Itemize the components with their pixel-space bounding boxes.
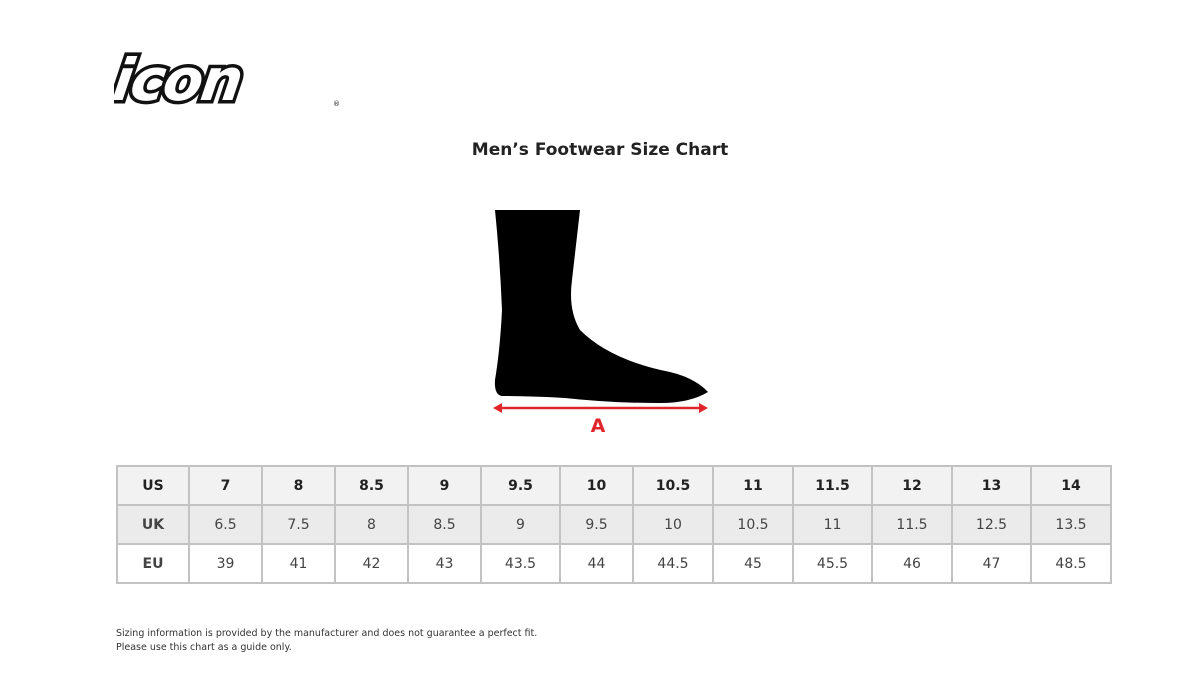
- table-cell: 6.5: [188, 504, 263, 545]
- table-cell: 7.5: [261, 504, 336, 545]
- table-cell: 11: [712, 465, 794, 506]
- table-cell: 45.5: [792, 543, 873, 584]
- table-cell: 45: [712, 543, 794, 584]
- table-cell: 7: [188, 465, 263, 506]
- table-cell: 9.5: [559, 504, 634, 545]
- table-row: US 7 8 8.5 9 9.5 10 10.5 11 11.5 12 13 14: [116, 465, 1112, 506]
- table-cell: 43.5: [480, 543, 561, 584]
- table-cell: 41: [261, 543, 336, 584]
- table-cell: 46: [871, 543, 953, 584]
- table-cell: 10: [559, 465, 634, 506]
- table-cell: 48.5: [1030, 543, 1112, 584]
- table-cell: 10: [632, 504, 714, 545]
- table-cell: 44: [559, 543, 634, 584]
- svg-text:icon: icon: [114, 48, 246, 112]
- row-header: US: [116, 465, 190, 506]
- table-cell: 9: [407, 465, 482, 506]
- table-cell: 9.5: [480, 465, 561, 506]
- table-cell: 13.5: [1030, 504, 1112, 545]
- table-cell: 11: [792, 504, 873, 545]
- disclaimer-line: Please use this chart as a guide only.: [116, 642, 292, 653]
- icon-logo: icon ®: [114, 48, 340, 112]
- boot-silhouette: [494, 210, 708, 403]
- table-cell: 8: [261, 465, 336, 506]
- boot-diagram: A: [493, 210, 708, 437]
- table-cell: 8.5: [334, 465, 409, 506]
- disclaimer: Sizing information is provided by the ma…: [116, 627, 537, 655]
- table-cell: 10.5: [632, 465, 714, 506]
- row-header: EU: [116, 543, 190, 584]
- table-cell: 13: [951, 465, 1032, 506]
- table-cell: 42: [334, 543, 409, 584]
- table-cell: 8: [334, 504, 409, 545]
- table-cell: 44.5: [632, 543, 714, 584]
- table-cell: 10.5: [712, 504, 794, 545]
- table-cell: 47: [951, 543, 1032, 584]
- disclaimer-line: Sizing information is provided by the ma…: [116, 628, 538, 639]
- table-row: UK 6.5 7.5 8 8.5 9 9.5 10 10.5 11 11.5 12.5 13.5: [116, 504, 1112, 545]
- svg-text:®: ®: [333, 100, 340, 108]
- table-cell: 12: [871, 465, 953, 506]
- measure-label: A: [591, 415, 606, 437]
- row-header: UK: [116, 504, 190, 545]
- size-table: US 7 8 8.5 9 9.5 10 10.5 11 11.5 12 13 14 UK 6.5 7.5 8 8.…: [116, 465, 1112, 584]
- table-row: EU 39 41 42 43 43.5 44 44.5 45 45.5 46 47 48.5: [116, 543, 1112, 584]
- page-title: Men’s Footwear Size Chart: [471, 140, 729, 160]
- table-cell: 11.5: [871, 504, 953, 545]
- table-cell: 8.5: [407, 504, 482, 545]
- table-cell: 43: [407, 543, 482, 584]
- table-cell: 11.5: [792, 465, 873, 506]
- table-cell: 14: [1030, 465, 1112, 506]
- table-cell: 12.5: [951, 504, 1032, 545]
- table-cell: 39: [188, 543, 263, 584]
- table-cell: 9: [480, 504, 561, 545]
